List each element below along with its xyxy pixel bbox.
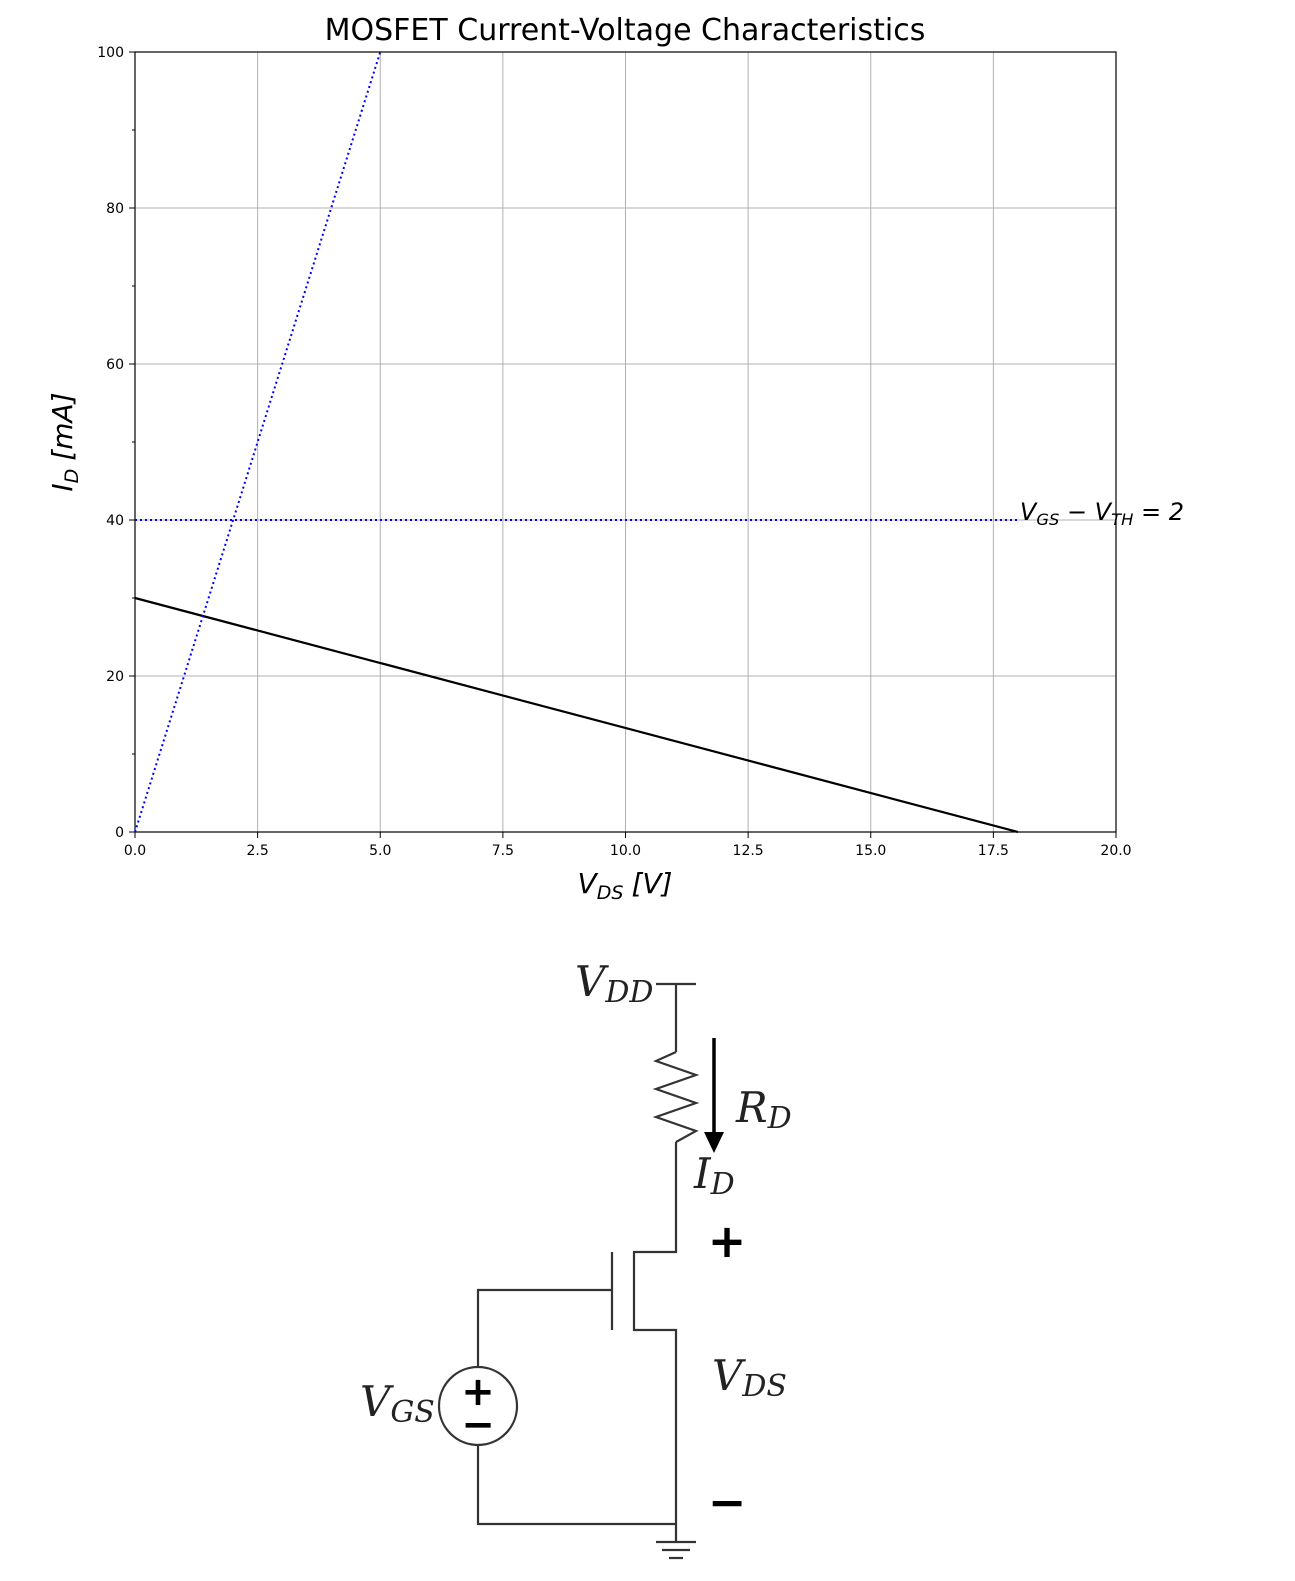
x-axis-label-base: V: [578, 867, 599, 900]
drain-resistor: [652, 1050, 700, 1143]
iv-chart: MOSFET Current-Voltage Characteristics 0…: [46, 13, 1184, 904]
source-plus-sign: +: [461, 1369, 495, 1415]
vgs-source-circle: [437, 1365, 519, 1447]
grid-lines: [134, 51, 1117, 833]
drain-wire-mid: [632, 1142, 678, 1524]
y-tick-label: 100: [97, 45, 124, 61]
y-tick-label: 20: [106, 669, 124, 685]
vds-minus-sign: −: [708, 1475, 747, 1529]
ann-sub1: GS: [1036, 510, 1059, 529]
rd-label: RD: [735, 1083, 792, 1136]
vgs-base: V: [360, 1377, 394, 1426]
x-axis-label-sub: DS: [597, 882, 624, 904]
series-line-1: [134, 51, 382, 833]
gate-wire: [476, 1288, 612, 1368]
y-tick-label: 40: [106, 513, 124, 529]
series-line-0: [134, 596, 1019, 834]
ground-symbol: [656, 1540, 696, 1560]
id-label: ID: [693, 1149, 735, 1202]
x-axis-label: VDS [V]: [578, 867, 673, 904]
x-tick-label: 10.0: [610, 843, 641, 859]
x-axis-label-unit: [V]: [631, 867, 672, 900]
y-axis-ticks: 0 20 40 60 80 100: [97, 45, 135, 841]
id-sub: D: [710, 1167, 735, 1202]
vgs-label: VGS: [360, 1377, 435, 1430]
chart-title: MOSFET Current-Voltage Characteristics: [325, 13, 926, 48]
x-tick-label: 2.5: [246, 843, 268, 859]
vds-sub: DS: [741, 1369, 787, 1404]
id-base: I: [693, 1149, 712, 1198]
x-tick-label: 17.5: [978, 843, 1009, 859]
source-minus-sign: −: [461, 1402, 495, 1448]
y-tick-label: 60: [106, 357, 124, 373]
y-axis-label: ID [mA]: [46, 392, 83, 491]
y-axis-label-base: I: [46, 483, 79, 491]
vds-base: V: [712, 1351, 746, 1400]
vds-label: VDS: [712, 1351, 787, 1404]
rd-base: R: [735, 1083, 768, 1132]
x-tick-label: 5.0: [369, 843, 391, 859]
vgs-vth-annotation: VGS − VTH = 2: [1020, 498, 1184, 529]
source-wire: [476, 1446, 678, 1542]
ann-sub2: TH: [1111, 510, 1133, 529]
x-tick-label: 20.0: [1100, 843, 1131, 859]
series-group: [134, 51, 1019, 834]
ann-v2: − V: [1059, 498, 1112, 526]
x-axis-ticks: 0.0 2.5 5.0 7.5 10.0 12.5 15.0 17.5 20.0: [124, 832, 1132, 859]
y-axis-label-sub: D: [61, 469, 83, 484]
y-tick-label: 80: [106, 201, 124, 217]
x-tick-label: 15.0: [855, 843, 886, 859]
vdd-base: V: [575, 957, 609, 1006]
ann-v1: V: [1020, 498, 1038, 526]
id-arrow: [704, 1038, 724, 1153]
vdd-sub: DD: [604, 975, 653, 1010]
x-tick-label: 12.5: [733, 843, 764, 859]
rd-sub: D: [767, 1101, 792, 1136]
y-tick-label: 0: [115, 825, 124, 841]
vgs-sub: GS: [390, 1395, 435, 1430]
x-tick-label: 7.5: [492, 843, 514, 859]
y-axis-label-unit: [mA]: [46, 392, 79, 460]
x-tick-label: 0.0: [124, 843, 146, 859]
vdd-label: VDD: [575, 957, 653, 1010]
vds-plus-sign: +: [708, 1214, 747, 1268]
ann-eq: = 2: [1133, 498, 1184, 526]
